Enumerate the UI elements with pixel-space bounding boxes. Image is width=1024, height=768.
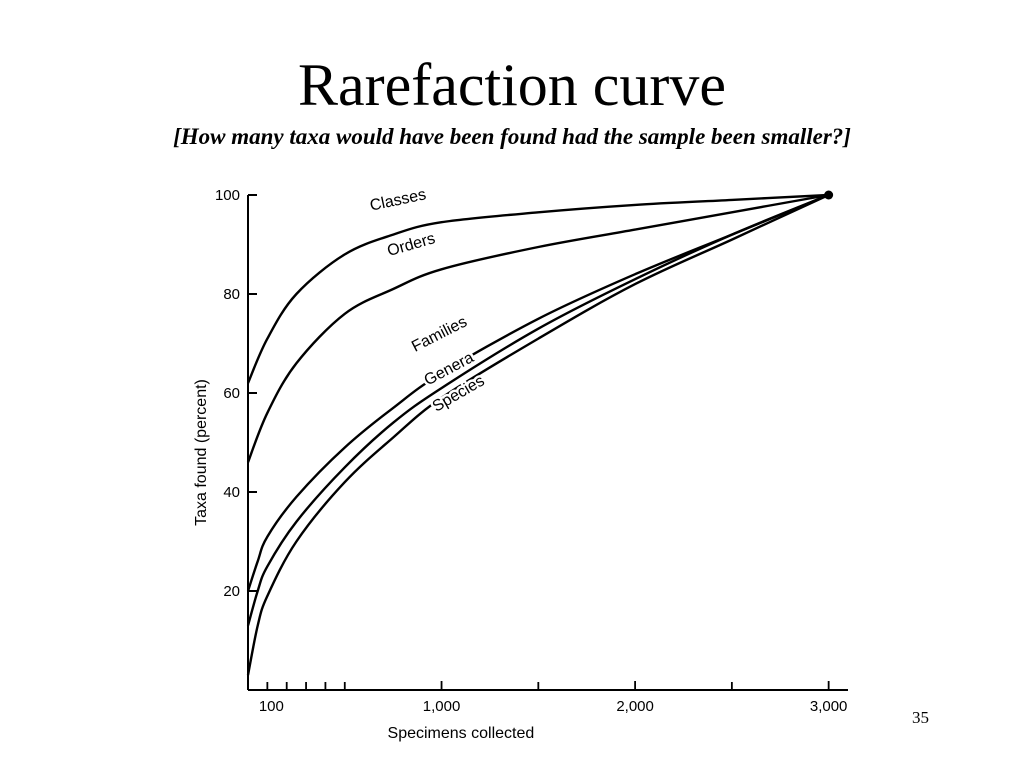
y-tick-label: 20 — [223, 583, 240, 600]
x-axis-title: Specimens collected — [388, 725, 535, 742]
curve-label-families: Families — [409, 313, 470, 355]
endpoint-dot — [824, 190, 834, 200]
y-axis-title: Taxa found (percent) — [193, 379, 210, 526]
x-tick-label: 100 — [259, 698, 284, 715]
curve-label-classes: Classes — [368, 186, 427, 214]
curve-classes — [246, 193, 829, 384]
curve-species — [246, 193, 830, 676]
chart-curves — [246, 190, 834, 676]
x-tick-label: 1,000 — [423, 698, 461, 715]
curve-orders — [246, 193, 829, 463]
slide-subtitle: [How many taxa would have been found had… — [173, 124, 851, 149]
y-tick-label: 80 — [223, 286, 240, 303]
y-tick-label: 40 — [223, 484, 240, 501]
curve-families — [246, 193, 830, 592]
y-tick-label: 60 — [223, 385, 240, 402]
chart-axes: 20 40 60 80 100 100 1,000 2,000 3,000 Specimens c… — [193, 187, 848, 742]
x-tick-label: 2,000 — [616, 698, 654, 715]
curve-genera — [246, 193, 830, 626]
rarefaction-chart: 20 40 60 80 100 100 1,000 2,000 3,000 Specimens c… — [193, 184, 848, 742]
slide-title: Rarefaction curve — [297, 52, 727, 118]
slide-page-number: 35 — [912, 708, 929, 727]
chart-labels: ClassesClassesOrdersOrdersFamiliesFamili… — [366, 184, 490, 418]
x-tick-label: 3,000 — [810, 698, 848, 715]
y-tick-label: 100 — [215, 187, 240, 204]
